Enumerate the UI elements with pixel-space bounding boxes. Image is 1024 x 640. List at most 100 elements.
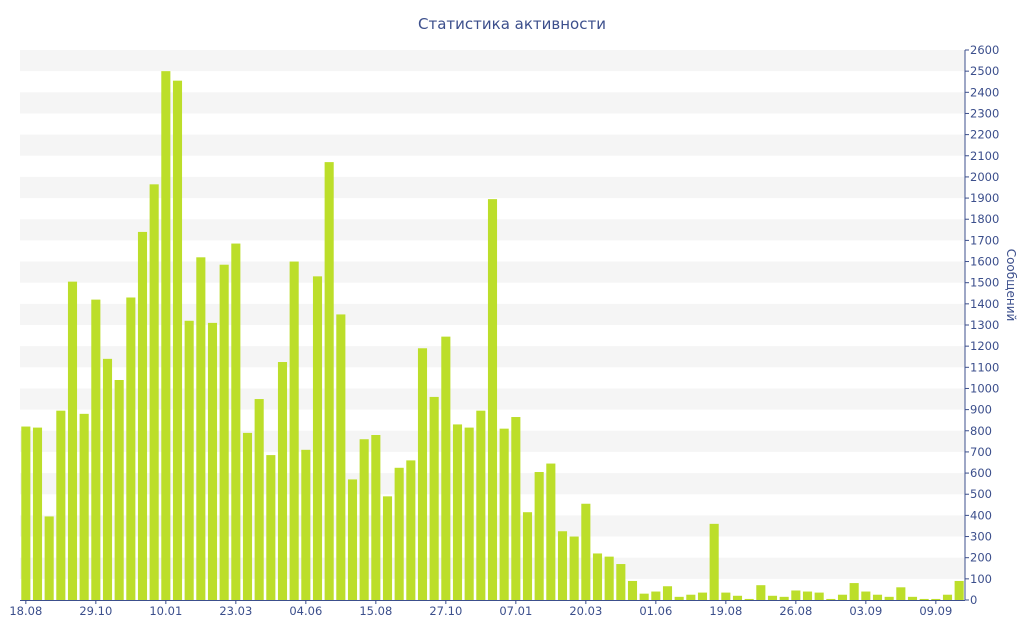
y-tick-label: 1300 xyxy=(970,318,999,332)
bar[interactable] xyxy=(744,598,754,600)
bar[interactable] xyxy=(709,523,719,600)
bar[interactable] xyxy=(837,594,848,600)
bar[interactable] xyxy=(336,314,346,600)
bar[interactable] xyxy=(849,583,859,600)
x-tick-label: 04.06 xyxy=(289,604,322,618)
bar[interactable] xyxy=(452,424,463,600)
y-tick-label: 2400 xyxy=(970,85,999,99)
bar[interactable] xyxy=(616,564,626,600)
bar[interactable] xyxy=(32,427,43,600)
bar[interactable] xyxy=(907,596,918,600)
bar[interactable] xyxy=(721,592,731,600)
bar[interactable] xyxy=(627,580,638,600)
bar[interactable] xyxy=(324,162,334,600)
x-tick-label: 19.08 xyxy=(709,604,742,618)
bar[interactable] xyxy=(44,516,54,600)
bar[interactable] xyxy=(417,348,428,600)
y-tick-label: 2600 xyxy=(970,43,999,57)
bar[interactable] xyxy=(802,591,813,600)
bar[interactable] xyxy=(266,455,276,600)
bar[interactable] xyxy=(242,432,253,600)
bar[interactable] xyxy=(91,299,101,600)
grid-band xyxy=(20,50,965,72)
bar[interactable] xyxy=(732,595,743,600)
bar[interactable] xyxy=(21,426,31,600)
bar[interactable] xyxy=(942,594,953,600)
bar[interactable] xyxy=(464,427,474,600)
bar[interactable] xyxy=(499,428,509,600)
bar[interactable] xyxy=(662,586,673,600)
bar[interactable] xyxy=(56,410,66,600)
bar[interactable] xyxy=(487,199,498,600)
bar[interactable] xyxy=(826,598,836,600)
bar[interactable] xyxy=(686,594,696,600)
bar[interactable] xyxy=(312,276,323,600)
bar[interactable] xyxy=(546,463,556,600)
bar[interactable] xyxy=(522,512,533,600)
bar[interactable] xyxy=(382,496,393,600)
y-tick-label: 2000 xyxy=(970,170,999,184)
bar[interactable] xyxy=(254,399,264,600)
bar[interactable] xyxy=(884,596,894,600)
bar[interactable] xyxy=(347,479,358,600)
bar[interactable] xyxy=(137,231,148,600)
bar[interactable] xyxy=(919,598,929,600)
x-tick-label: 07.01 xyxy=(499,604,532,618)
chart-title: Статистика активности xyxy=(418,15,606,33)
bar[interactable] xyxy=(604,556,614,600)
bar[interactable] xyxy=(429,396,439,600)
x-tick-label: 03.09 xyxy=(849,604,882,618)
bar[interactable] xyxy=(511,417,521,600)
y-tick-label: 100 xyxy=(970,572,992,586)
bar[interactable] xyxy=(697,592,708,600)
y-tick-label: 1700 xyxy=(970,233,999,247)
bar[interactable] xyxy=(581,503,591,600)
bar[interactable] xyxy=(289,261,299,600)
y-tick-label: 500 xyxy=(970,487,992,501)
y-axis-label: Сообщений xyxy=(1004,249,1018,322)
bar[interactable] xyxy=(277,362,288,600)
bar[interactable] xyxy=(569,536,579,600)
bar[interactable] xyxy=(161,71,171,600)
bar[interactable] xyxy=(441,336,451,600)
bar[interactable] xyxy=(534,472,544,600)
bar[interactable] xyxy=(896,587,906,600)
bar[interactable] xyxy=(102,358,113,600)
bar[interactable] xyxy=(814,592,824,600)
bar[interactable] xyxy=(756,585,766,600)
bar[interactable] xyxy=(301,449,311,600)
y-tick-label: 2200 xyxy=(970,128,999,142)
bar[interactable] xyxy=(149,184,159,601)
bar[interactable] xyxy=(651,591,661,600)
bar[interactable] xyxy=(931,598,941,600)
bar[interactable] xyxy=(219,264,229,600)
bar[interactable] xyxy=(196,257,206,600)
bar[interactable] xyxy=(184,320,194,600)
y-tick-label: 800 xyxy=(970,424,992,438)
bar[interactable] xyxy=(359,439,369,600)
x-tick-label: 26.08 xyxy=(779,604,812,618)
bar[interactable] xyxy=(779,596,789,600)
bar[interactable] xyxy=(67,281,78,600)
bar[interactable] xyxy=(79,413,89,600)
bar[interactable] xyxy=(126,297,136,601)
bar[interactable] xyxy=(394,467,404,600)
bar[interactable] xyxy=(172,80,183,600)
bar[interactable] xyxy=(954,580,964,600)
x-tick-label: 18.08 xyxy=(9,604,42,618)
bar[interactable] xyxy=(557,531,568,600)
bar[interactable] xyxy=(231,243,241,601)
bar[interactable] xyxy=(767,595,778,600)
bar[interactable] xyxy=(639,593,649,600)
bar[interactable] xyxy=(406,460,416,600)
bar[interactable] xyxy=(476,410,486,600)
bar[interactable] xyxy=(592,553,603,600)
bar[interactable] xyxy=(114,380,124,600)
bar[interactable] xyxy=(674,596,684,600)
bar[interactable] xyxy=(371,435,381,600)
bar[interactable] xyxy=(861,591,871,600)
bar[interactable] xyxy=(791,590,801,600)
bar[interactable] xyxy=(207,322,218,600)
bar[interactable] xyxy=(872,594,883,600)
